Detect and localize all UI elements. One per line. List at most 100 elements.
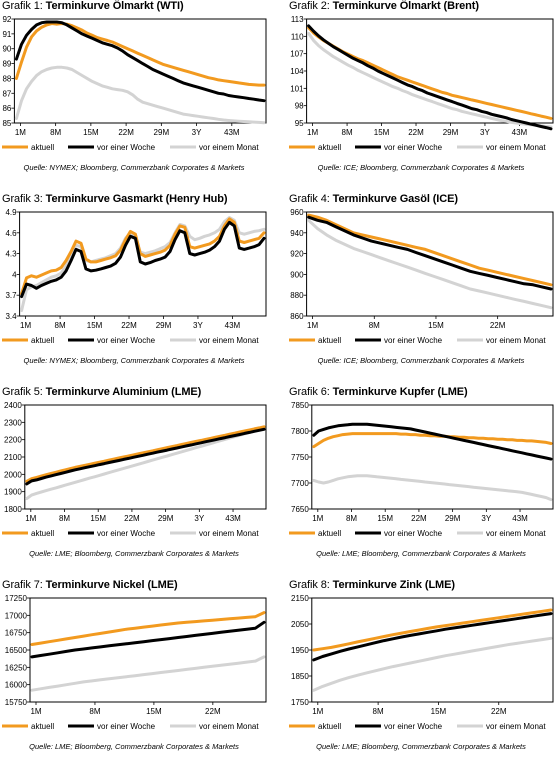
x-tick-label: 8M [373,707,384,716]
chart-title: Grafik 7: Terminkurve Nickel (LME) [2,579,178,591]
x-tick-label: 15M [428,321,444,330]
x-tick-label: 3Y [192,128,202,137]
series-line-aktuell [20,217,266,296]
x-tick-label: 1M [312,707,323,716]
y-tick-label: 1950 [291,646,309,655]
y-tick-label: 15750 [5,698,28,707]
series-line-monat [312,474,553,502]
y-tick-label: 3.7 [5,291,17,300]
chart-title: Grafik 3: Terminkurve Gasmarkt (Henry Hu… [2,193,228,205]
series-line-woche [20,220,266,299]
y-tick-label: 7800 [291,427,309,436]
series-line-aktuell [25,425,266,483]
chart-prefix: Grafik 1: [2,0,43,12]
chart-prefix: Grafik 6: [289,386,330,398]
series-line-monat [14,65,266,125]
series-line-woche [25,427,266,486]
plot-frame [29,597,267,703]
y-tick-label: 17250 [5,594,28,603]
y-tick-label: 87 [2,89,11,98]
legend-label-aktuell: aktuell [318,529,341,538]
legend-label-woche: vor einer Woche [97,722,156,731]
chart-title-text: Terminkurve Zink (LME) [332,579,455,591]
y-tick-label: 2150 [291,594,309,603]
x-tick-label: 15M [146,707,162,716]
x-tick-label: 8M [369,321,380,330]
x-tick-label: 15M [90,514,106,523]
series-line-woche [312,612,553,662]
series-line-monat [312,636,553,692]
chart-source: Quelle: NYMEX; Bloomberg, Commerzbank Co… [23,356,245,365]
x-tick-label: 1M [30,707,41,716]
x-tick-label: 22M [118,128,134,137]
y-tick-label: 900 [290,270,304,279]
y-tick-label: 113 [291,15,304,24]
legend-label-monat: vor einem Monat [199,143,259,152]
legend-label-monat: vor einem Monat [486,722,546,731]
y-tick-label: 7700 [291,479,309,488]
x-tick-label: 29M [445,514,461,523]
y-tick-label: 7750 [291,453,309,462]
legend-label-aktuell: aktuell [318,336,341,345]
y-tick-label: 2300 [4,418,22,427]
x-tick-label: 29M [443,128,459,137]
x-tick-label: 1M [25,514,36,523]
y-tick-label: 88 [2,74,11,83]
y-tick-label: 860 [290,312,304,321]
chart-panel-6: Grafik 6: Terminkurve Kupfer (LME) 7650 77… [287,386,555,574]
chart-title-text: Terminkurve Gasöl (ICE) [332,193,458,205]
series-line-monat [20,216,266,312]
chart-prefix: Grafik 4: [289,193,330,205]
legend-label-monat: vor einem Monat [199,529,259,538]
legend-label-aktuell: aktuell [31,143,54,152]
x-tick-label: 22M [490,321,506,330]
x-tick-label: 8M [59,514,70,523]
chart-title: Grafik 1: Terminkurve Ölmarkt (WTI) [2,0,184,12]
y-tick-label: 4.3 [5,250,17,259]
x-tick-label: 43M [512,514,528,523]
x-tick-label: 43M [224,128,240,137]
chart-panel-8: Grafik 8: Terminkurve Zink (LME) 1750 1850… [287,579,555,767]
legend-label-woche: vor einer Woche [97,336,156,345]
chart-panel-5: Grafik 5: Terminkurve Aluminium (LME) 180… [0,386,268,574]
chart-svg: 3.4 3.7 4 4.3 4.6 4.9 1M 8M 15M 22M 29M 3Y 43M aktuel… [2,208,267,345]
series-line-monat [25,426,266,501]
series-line-woche [312,422,553,461]
y-tick-label: 104 [290,67,304,76]
series-line-aktuell [30,611,266,646]
x-tick-label: 22M [121,321,137,330]
series-line-woche [30,620,266,659]
y-tick-label: 85 [2,119,11,128]
y-tick-label: 16500 [5,646,28,655]
x-tick-label: 8M [342,128,353,137]
y-tick-label: 7650 [291,505,309,514]
y-tick-label: 920 [290,250,304,259]
y-tick-label: 110 [291,32,304,41]
chart-title-text: Terminkurve Ölmarkt (WTI) [45,0,184,12]
chart-prefix: Grafik 8: [289,579,330,591]
chart-title: Grafik 5: Terminkurve Aluminium (LME) [2,386,201,398]
series-line-monat [307,31,553,129]
chart-title-text: Terminkurve Kupfer (LME) [332,386,468,398]
y-tick-label: 7850 [291,401,309,410]
y-tick-label: 2050 [291,620,309,629]
legend-label-woche: vor einer Woche [384,529,443,538]
y-tick-label: 16000 [5,681,28,690]
x-tick-label: 43M [225,321,241,330]
chart-source: Quelle: ICE; Bloomberg, Commerzbank Corp… [317,356,525,365]
chart-prefix: Grafik 5: [2,386,43,398]
x-tick-label: 15M [431,707,447,716]
chart-svg: 95 98 101 104 107 110 113 1M 8M 15M 22M 29M 3Y 43M akt… [289,15,554,152]
legend-label-monat: vor einem Monat [199,722,259,731]
series-line-aktuell [307,213,553,287]
y-tick-label: 107 [290,50,304,59]
y-tick-label: 101 [290,84,304,93]
y-tick-label: 91 [2,30,11,39]
chart-svg: 15750 16000 16250 16500 16750 17000 17250 1M 8M 1… [2,594,267,731]
y-tick-label: 2000 [4,470,22,479]
y-tick-label: 960 [290,208,304,217]
chart-panel-2: Grafik 2: Terminkurve Ölmarkt (Brent) 95 9… [287,0,555,188]
series-line-aktuell [307,26,553,120]
chart-title: Grafik 4: Terminkurve Gasöl (ICE) [289,193,458,205]
x-tick-label: 15M [87,321,103,330]
